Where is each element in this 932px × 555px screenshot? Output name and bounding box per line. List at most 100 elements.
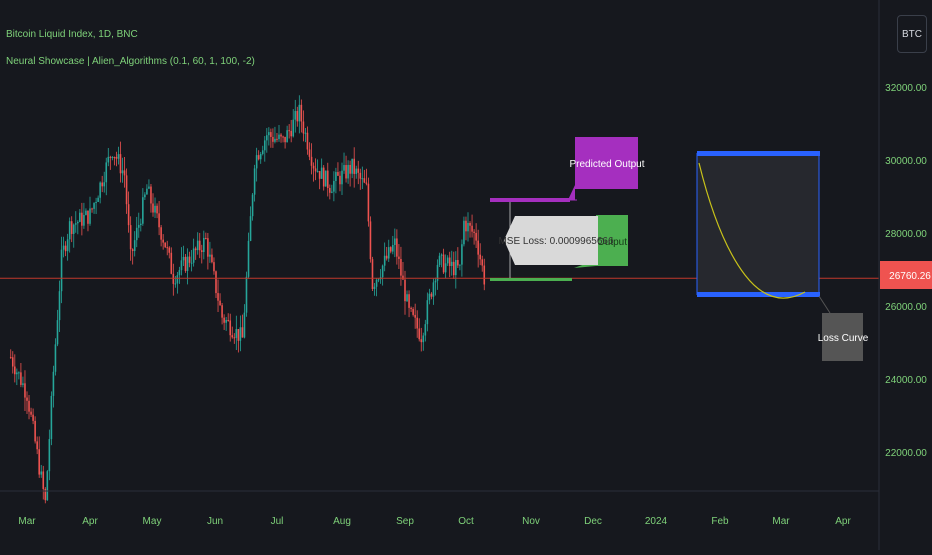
candle-body	[229, 320, 232, 336]
candle-body	[448, 257, 451, 266]
candle-body	[444, 263, 447, 273]
candle-body	[272, 136, 274, 142]
candle-body	[294, 111, 297, 120]
candle-body	[182, 256, 185, 261]
candle-body	[107, 156, 110, 163]
candle-body	[255, 155, 258, 169]
candle-body	[133, 240, 136, 252]
x-tick-label: Dec	[584, 516, 602, 527]
candle-body	[333, 181, 335, 192]
candle-body	[200, 250, 203, 253]
y-tick-label: 24000.00	[885, 375, 927, 386]
candle-body	[46, 471, 49, 501]
candle-body	[349, 164, 351, 174]
candle-body	[428, 293, 431, 301]
candle-body	[26, 397, 28, 401]
candle-body	[446, 257, 449, 264]
candle-body	[140, 223, 142, 225]
y-tick-label: 26000.00	[885, 302, 927, 313]
y-tick-label: 28000.00	[885, 229, 927, 240]
candle-body	[282, 136, 284, 138]
x-tick-label: Jul	[271, 516, 284, 527]
candle-body	[89, 208, 91, 224]
candle-body	[292, 119, 295, 137]
candle-body	[231, 335, 234, 338]
candle-body	[235, 329, 238, 338]
indicator-legend[interactable]: Neural Showcase | Alien_Algorithms (0.1,…	[6, 56, 255, 67]
candle-body	[465, 220, 467, 232]
candle-body	[369, 221, 372, 260]
candle-body	[371, 259, 374, 289]
candle-body	[337, 172, 339, 176]
candle-body	[54, 344, 57, 372]
candle-body	[113, 156, 116, 158]
x-tick-label: Nov	[522, 516, 540, 527]
candle-body	[424, 324, 427, 336]
candle-body	[83, 214, 85, 226]
candle-body	[207, 238, 209, 257]
candle-body	[418, 328, 421, 340]
x-tick-label: Apr	[82, 516, 98, 527]
candle-body	[274, 138, 276, 142]
loss-label-pointer	[818, 295, 831, 314]
candle-body	[257, 155, 260, 160]
candle-body	[322, 167, 325, 187]
candle-body	[36, 441, 38, 450]
candle-body	[152, 203, 154, 213]
candle-body	[219, 300, 221, 306]
candle-body	[304, 132, 307, 134]
candle-body	[268, 132, 270, 136]
candle-body	[79, 212, 81, 222]
candle-body	[42, 471, 45, 489]
candle-body	[32, 414, 34, 421]
candle-body	[60, 249, 63, 292]
candle-body	[259, 153, 262, 160]
candle-body	[70, 221, 73, 234]
candle-body	[320, 167, 323, 179]
loss-curve-label-box	[822, 313, 863, 361]
candle-body	[223, 317, 225, 323]
candle-body	[72, 224, 75, 234]
candle-body	[253, 168, 256, 195]
candle-body	[85, 210, 87, 215]
symbol-button[interactable]: BTC	[897, 15, 927, 53]
candle-body	[99, 182, 101, 198]
predicted-output-label-box	[575, 137, 638, 189]
y-tick-label: 32000.00	[885, 83, 927, 94]
candle-body	[351, 158, 353, 174]
candle-body	[410, 307, 412, 309]
candle-body	[461, 244, 463, 265]
candle-body	[52, 371, 55, 396]
y-tick-label: 30000.00	[885, 156, 927, 167]
candle-body	[276, 138, 278, 140]
loss-curve	[698, 162, 806, 299]
candle-body	[318, 171, 321, 179]
y-tick-label: 22000.00	[885, 448, 927, 459]
candle-body	[137, 224, 140, 228]
candle-body	[81, 212, 83, 226]
candle-body	[339, 175, 341, 185]
candle-body	[398, 256, 400, 259]
candle-body	[434, 280, 437, 283]
candle-body	[144, 194, 146, 198]
candle-body	[381, 265, 384, 278]
candle-body	[28, 400, 30, 412]
candle-body	[105, 162, 108, 183]
candle-body	[44, 488, 47, 501]
candle-body	[205, 237, 207, 239]
candle-body	[103, 182, 106, 187]
candle-body	[66, 239, 69, 252]
candle-body	[77, 221, 79, 224]
candle-body	[261, 150, 264, 154]
candle-body	[329, 188, 331, 193]
candle-body	[438, 255, 441, 265]
candle-body	[125, 175, 128, 205]
candle-body	[243, 312, 246, 338]
candle-body	[402, 275, 404, 280]
output-line	[490, 278, 572, 281]
candle-body	[412, 308, 414, 315]
candle-body	[123, 170, 126, 176]
candle-body	[225, 320, 227, 323]
